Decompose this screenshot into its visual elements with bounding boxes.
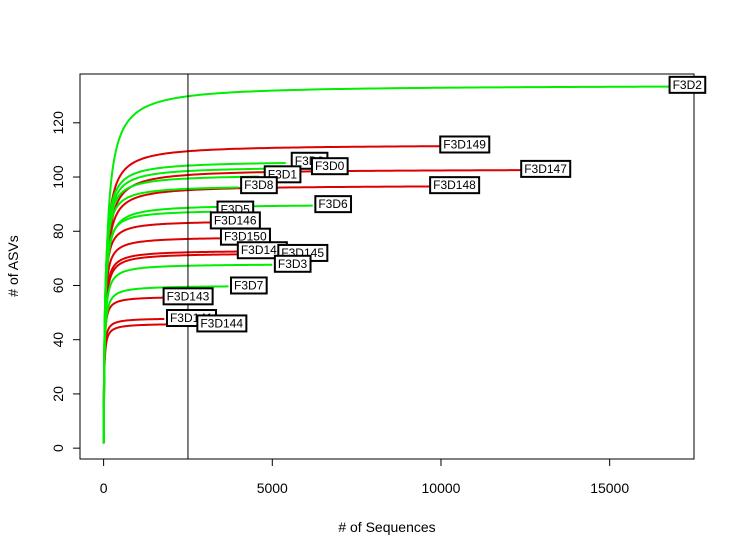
curve-f3d7 [102, 285, 229, 441]
sample-label-text: F3D148 [433, 178, 476, 192]
sample-label-text: F3D149 [443, 137, 486, 151]
sample-label-f3d3: F3D3 [273, 254, 312, 273]
sample-label-box [273, 254, 312, 273]
sample-label-text: F3D144 [200, 316, 243, 330]
y-tick-label: 100 [50, 165, 66, 189]
x-tick-label: 10000 [422, 480, 461, 496]
sample-label-f3d0: F3D0 [310, 157, 349, 176]
sample-label-f3d149: F3D149 [439, 135, 491, 154]
sample-label-f3d2: F3D2 [668, 75, 707, 94]
sample-label-box [196, 314, 248, 333]
curve-f3d147 [102, 169, 522, 444]
y-axis: 0 20 40 60 80 100 120 [50, 111, 81, 452]
x-tick-label: 15000 [590, 480, 629, 496]
curve-f3d2 [102, 85, 671, 444]
sample-label-text: F3D3 [278, 257, 308, 271]
x-axis-title: # of Sequences [338, 519, 435, 535]
sample-label-box [310, 157, 349, 176]
curve-f3d142 [102, 250, 239, 441]
sample-label-box [439, 135, 491, 154]
sample-label-text: F3D8 [244, 178, 274, 192]
sample-label-text: F3D2 [673, 78, 703, 92]
y-tick-label: 80 [50, 223, 66, 239]
y-tick-label: 60 [50, 277, 66, 293]
curve-f3d150 [102, 237, 222, 441]
sample-label-box [230, 276, 268, 295]
sample-label-box [668, 75, 707, 94]
sample-label-box [162, 287, 214, 306]
sample-label-f3d6: F3D6 [314, 195, 353, 214]
sample-label-text: F3D142 [241, 243, 284, 257]
sample-label-box [314, 195, 353, 214]
sample-label-text: F3D6 [318, 197, 348, 211]
curve-f3d144 [102, 323, 195, 441]
curve-f3d5 [102, 210, 212, 441]
sample-label-f3d146: F3D146 [209, 211, 261, 230]
sample-label-text: F3D0 [315, 159, 345, 173]
sample-label-box [429, 176, 481, 195]
y-tick-label: 120 [50, 111, 66, 135]
x-tick-label: 0 [100, 480, 108, 496]
sample-label-text: F3D147 [524, 162, 567, 176]
sample-label-f3d148: F3D148 [429, 176, 481, 195]
y-tick-label: 0 [50, 444, 66, 452]
sample-label-box [520, 159, 572, 178]
sample-label-f3d8: F3D8 [240, 176, 278, 195]
x-axis: 0 5000 10000 15000 [100, 458, 629, 496]
sample-label-text: F3D143 [167, 289, 210, 303]
sample-label-box [240, 176, 278, 195]
curve-f3d141 [102, 317, 165, 440]
sample-label-f3d142: F3D142 [236, 241, 288, 260]
y-tick-label: 40 [50, 332, 66, 348]
y-tick-label: 20 [50, 386, 66, 402]
sample-label-f3d7: F3D7 [230, 276, 268, 295]
sample-label-f3d144: F3D144 [196, 314, 248, 333]
sample-label-f3d147: F3D147 [520, 159, 572, 178]
curve-f3d3 [102, 263, 273, 442]
sample-label-text: F3D150 [224, 230, 267, 244]
x-tick-label: 5000 [257, 480, 288, 496]
sample-label-f3d143: F3D143 [162, 287, 214, 306]
y-axis-title: # of ASVs [5, 235, 21, 296]
sample-label-text: F3D7 [234, 278, 264, 292]
sample-label-text: F3D146 [214, 213, 257, 227]
